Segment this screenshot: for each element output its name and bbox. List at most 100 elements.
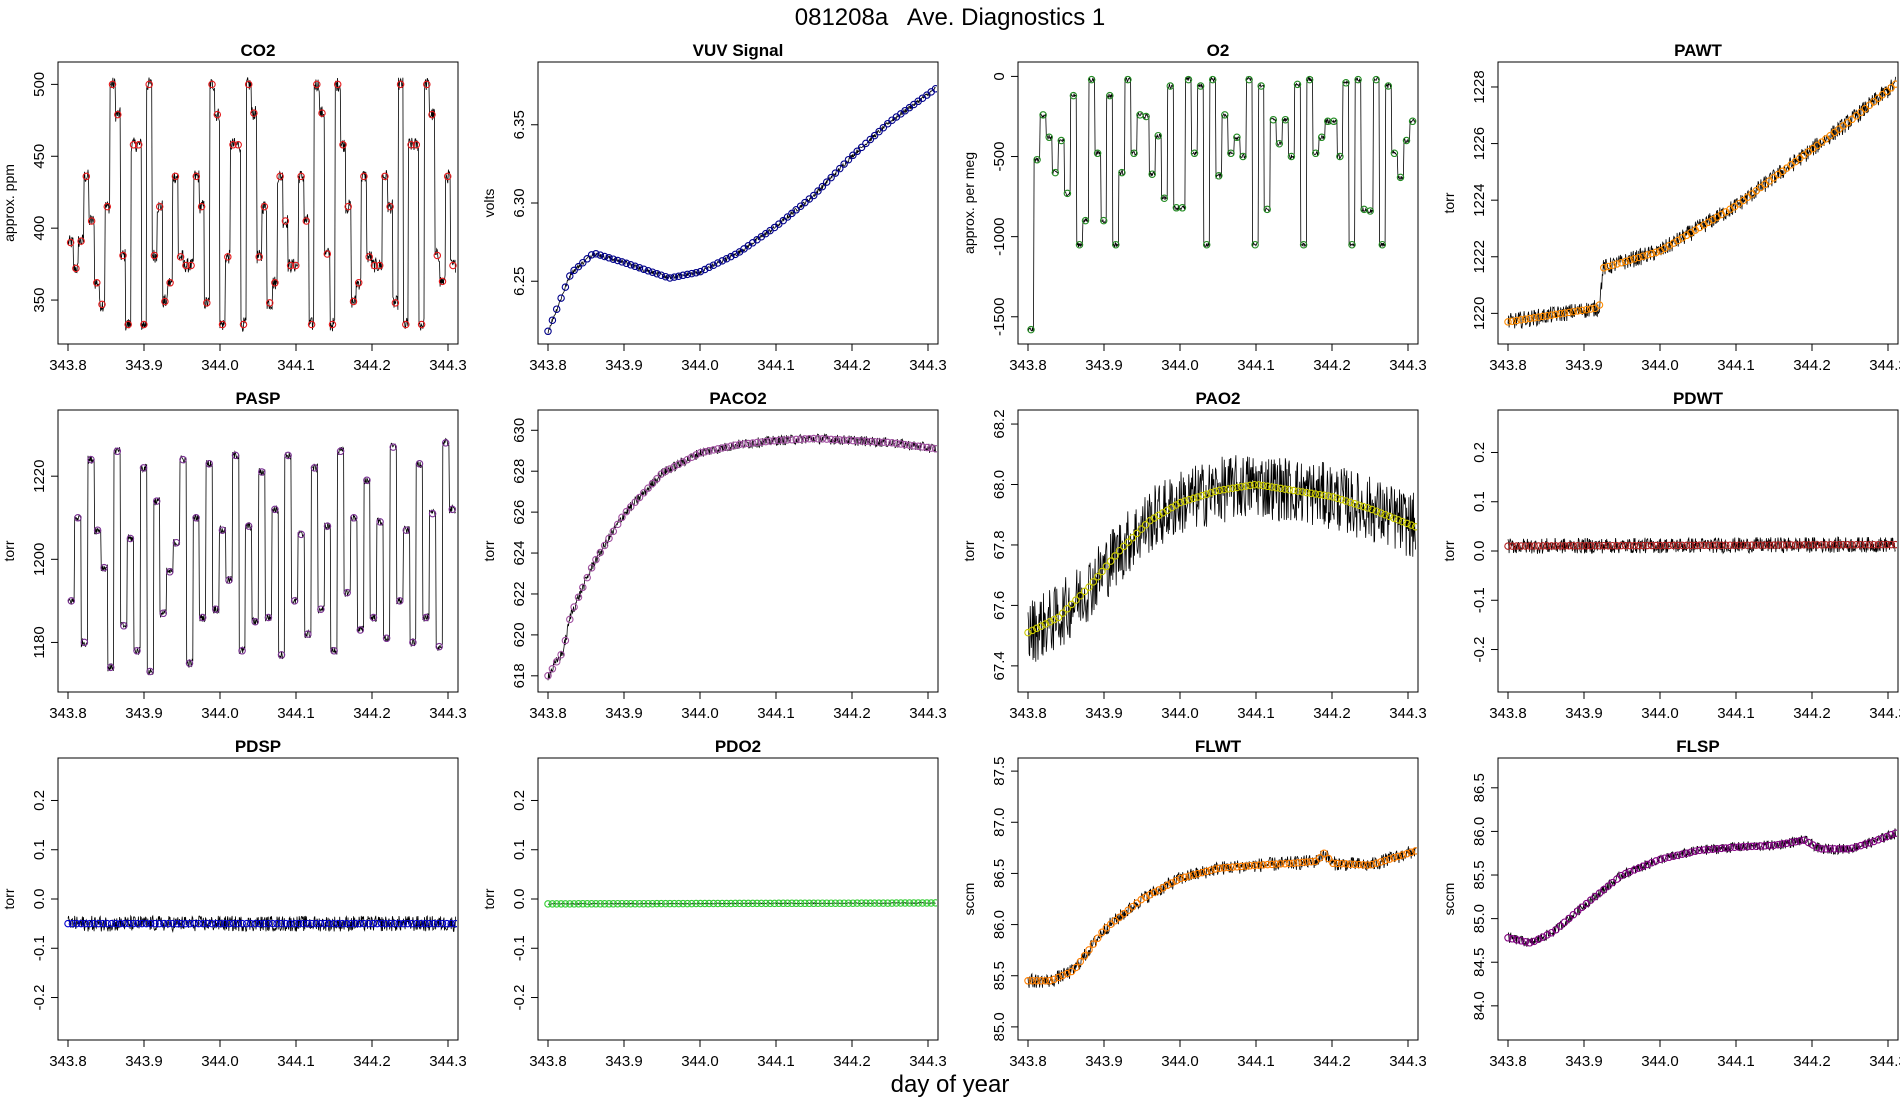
data-point [605, 254, 613, 262]
data-point [277, 651, 286, 659]
x-tick-label: 344.3 [1389, 357, 1427, 374]
x-tick-label: 344.3 [1389, 1053, 1427, 1070]
data-point [613, 256, 622, 265]
data-point [1160, 194, 1169, 202]
data-point [1569, 542, 1578, 550]
data-point [1647, 858, 1656, 867]
data-point [648, 268, 657, 276]
data-point [661, 272, 670, 281]
data-point [74, 514, 82, 522]
data-point [1835, 541, 1843, 549]
data-point [1630, 866, 1639, 874]
x-tick-label: 344.1 [1717, 1053, 1755, 1070]
data-point [316, 919, 325, 928]
data-point [255, 919, 264, 928]
data-point [714, 445, 722, 453]
data-point [822, 435, 831, 443]
data-point [396, 597, 404, 605]
data-point [1316, 854, 1324, 862]
data-point [1730, 843, 1739, 851]
data-point [1324, 854, 1333, 863]
data-point [1272, 860, 1280, 868]
data-point [1813, 843, 1821, 852]
data-point [1774, 541, 1782, 549]
data-point [849, 151, 857, 160]
data-point [1595, 301, 1604, 309]
data-point [1317, 133, 1326, 142]
data-point [1852, 843, 1861, 851]
data-point [1154, 131, 1162, 140]
data-point [1028, 626, 1037, 635]
data-point [177, 919, 185, 928]
data-point [334, 919, 342, 928]
y-tick-label: -0.1 [511, 935, 528, 961]
data-point [1526, 939, 1534, 947]
data-point [862, 139, 870, 148]
data-point [1368, 505, 1376, 514]
y-tick-label: -0.1 [1471, 587, 1488, 613]
data-point [190, 919, 199, 928]
data-point [609, 900, 618, 908]
data-point [574, 262, 583, 271]
x-tick-label: 344.1 [757, 1053, 795, 1070]
plot-frame [1017, 61, 1419, 345]
data-point [1809, 841, 1817, 849]
data-point [423, 80, 431, 89]
data-point [77, 237, 85, 245]
data-point [264, 919, 273, 928]
data-point [382, 634, 391, 643]
data-point [386, 202, 394, 211]
data-point [277, 919, 286, 928]
data-point [1656, 855, 1665, 863]
data-point [1626, 541, 1634, 550]
data-point [168, 919, 177, 928]
data-point [126, 534, 135, 543]
data-point [140, 320, 148, 329]
data-point [1717, 844, 1726, 853]
data-point [391, 299, 400, 307]
data-point [679, 899, 687, 908]
data-point [1233, 483, 1241, 492]
data-point [333, 80, 342, 89]
data-point [666, 274, 674, 282]
data-point [244, 80, 253, 89]
data-point [328, 320, 337, 329]
data-point [1233, 863, 1241, 871]
data-point [1630, 541, 1639, 550]
data-trace [1507, 828, 1896, 947]
data-point [244, 522, 253, 530]
data-point [561, 283, 570, 291]
x-tick-label: 344.2 [1313, 705, 1351, 722]
data-trace [547, 433, 936, 681]
data-point [94, 919, 103, 928]
data-point [1835, 845, 1843, 853]
x-tick-label: 343.9 [605, 705, 643, 722]
data-point [796, 899, 805, 908]
data-point [155, 919, 164, 928]
data-point [1299, 240, 1308, 249]
data-point [1508, 317, 1517, 325]
data-point [1215, 864, 1224, 872]
data-point [892, 899, 901, 907]
data-point [796, 202, 805, 210]
data-point [1037, 977, 1045, 985]
data-point [683, 270, 692, 279]
data-point [544, 900, 552, 908]
data-point [290, 597, 299, 605]
data-point [1269, 115, 1278, 124]
data-point [1582, 305, 1591, 314]
data-point [701, 899, 709, 908]
data-point [862, 437, 870, 446]
data-point [421, 919, 429, 928]
y-tick-label: -500 [991, 142, 1008, 172]
data-point [831, 899, 840, 907]
data-point [1046, 977, 1054, 985]
data-point [213, 110, 222, 119]
data-point [1578, 542, 1586, 550]
y-axis-label: torr [481, 888, 497, 909]
data-point [1735, 843, 1743, 851]
data-point [422, 613, 430, 622]
data-point [238, 647, 246, 655]
y-tick-label: 0.0 [511, 889, 528, 910]
x-tick-label: 344.2 [1793, 357, 1831, 374]
